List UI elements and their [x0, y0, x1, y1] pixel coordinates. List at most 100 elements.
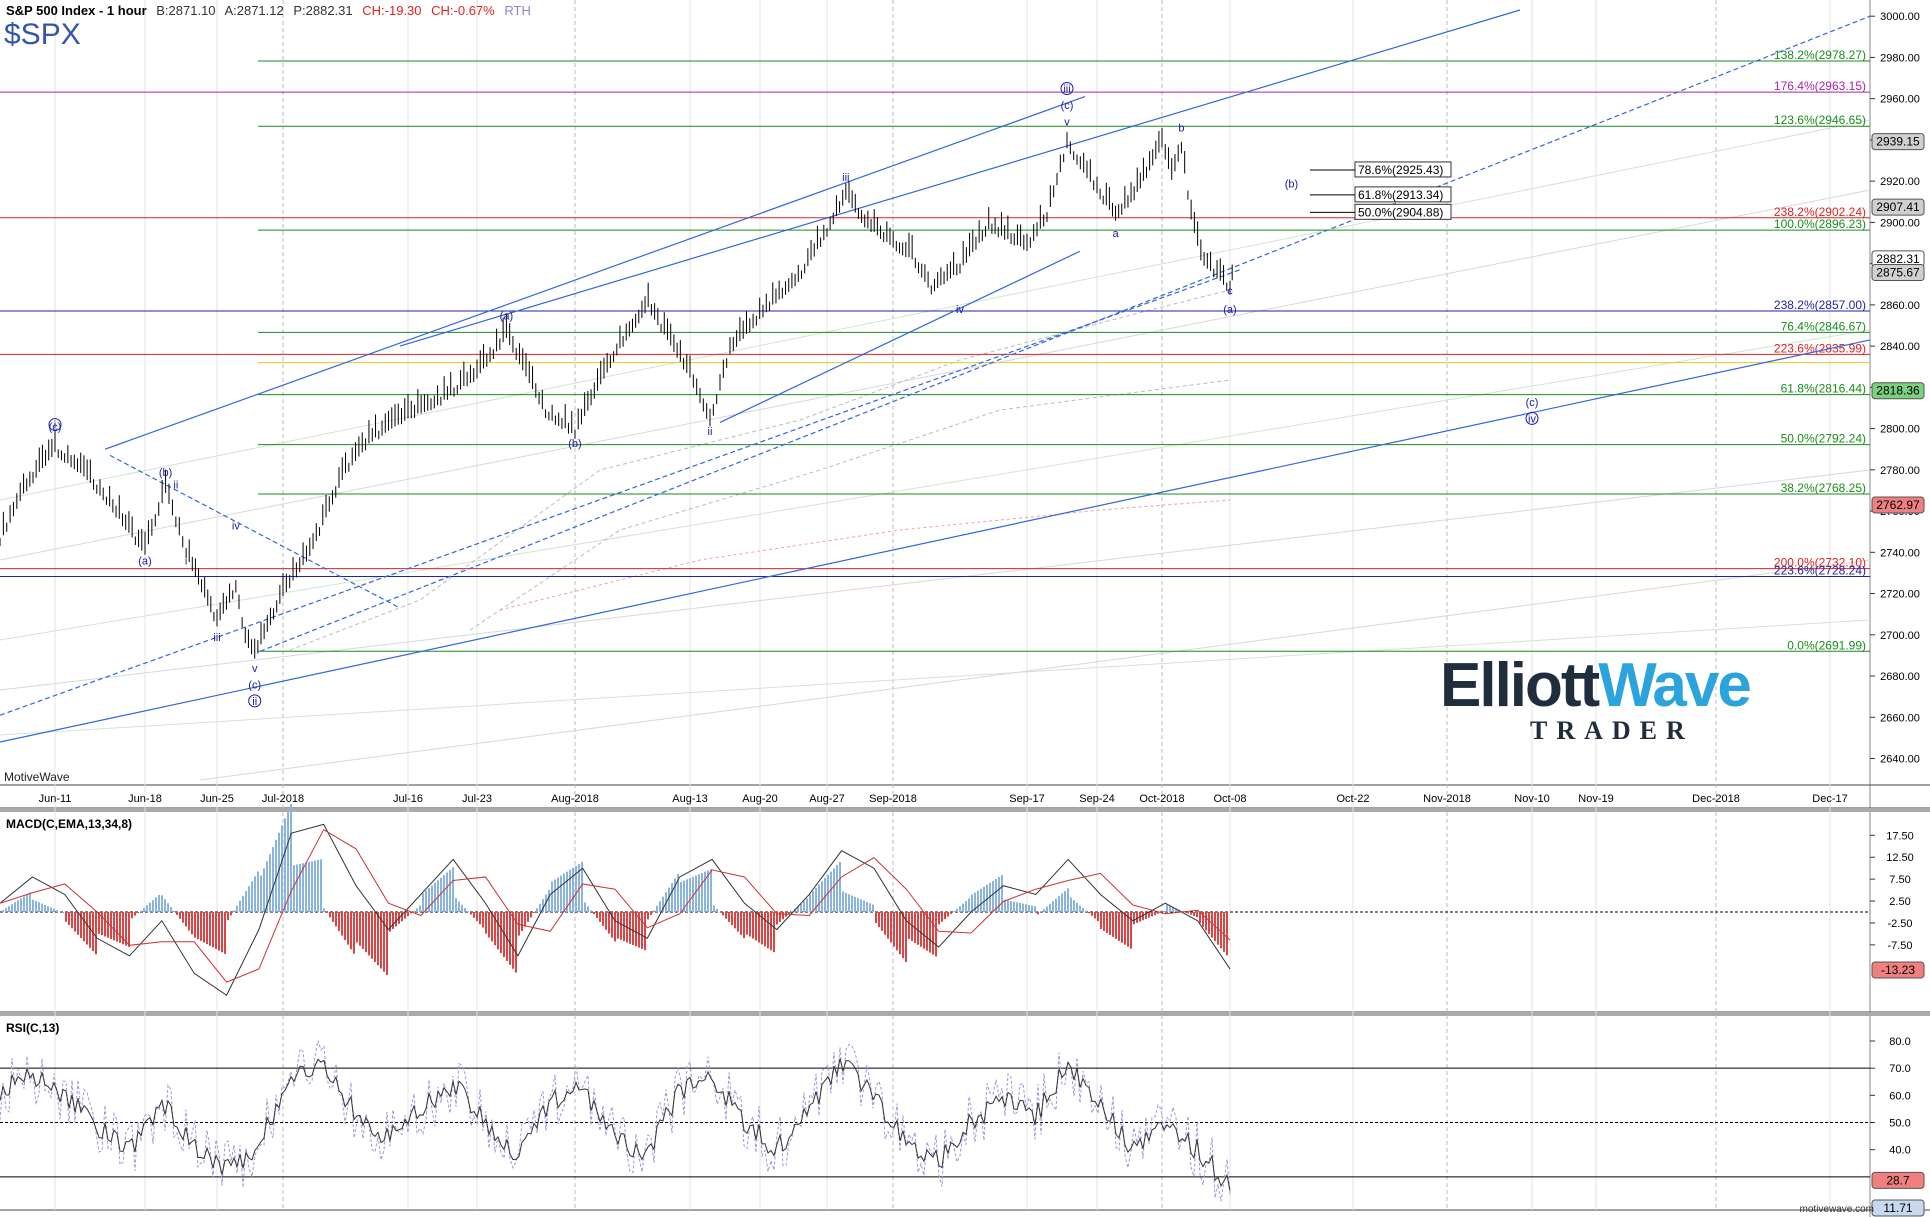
price-tag-label: 2939.15: [1876, 135, 1920, 149]
wave-label: (c): [1526, 397, 1539, 409]
rsi-title: RSI(C,13): [6, 1021, 59, 1035]
background-ray: [199, 559, 1871, 781]
site-credit: motivewave.com: [1799, 1204, 1874, 1215]
moving-average-3: [499, 499, 1231, 611]
background-ray: [0, 329, 1871, 641]
wave-label: v: [252, 663, 258, 675]
wave-label: iv: [956, 304, 964, 316]
x-tick-label: Jun-25: [200, 793, 234, 805]
wave-label: (b): [1285, 178, 1298, 190]
fib-level-label: 238.2%(2857.00): [1774, 298, 1866, 312]
macd-y-tick-label: -7.50: [1887, 940, 1912, 952]
x-tick-label: Nov-10: [1514, 793, 1549, 805]
x-tick-label: Dec-17: [1812, 793, 1847, 805]
moving-average-1: [289, 289, 1231, 651]
wave-label: ii: [173, 479, 178, 491]
y-tick-label: 3000.00: [1880, 11, 1920, 23]
bid-value: B:2871.10: [156, 3, 216, 18]
wave-label: iv: [1528, 413, 1536, 425]
price-tag-label: 2907.41: [1876, 200, 1920, 214]
trendline-resistance: [109, 454, 401, 609]
x-tick-label: Dec-2018: [1692, 793, 1740, 805]
channel-upper-1: [104, 96, 1086, 450]
channel-dashed-1: [259, 15, 1871, 652]
wave-label: (b): [159, 467, 172, 479]
retracement-box: [1354, 203, 1452, 220]
wave-label: i: [54, 420, 56, 432]
fib-level-label: 176.4%(2963.15): [1774, 79, 1866, 93]
wave-label: (c): [49, 422, 62, 434]
ask-value: A:2871.12: [224, 3, 284, 18]
retracement-label: 61.8%(2913.34): [1358, 188, 1443, 202]
wave-label: a: [1113, 228, 1120, 240]
background-ray: [0, 119, 1871, 501]
fib-level-label: 223.6%(2728.24): [1774, 564, 1866, 578]
background-ray: [0, 469, 1871, 691]
wave-label: (c): [1061, 100, 1074, 112]
wave-label: b: [1178, 123, 1184, 135]
retracement-label: 78.6%(2925.43): [1358, 163, 1443, 177]
macd-y-tick-label: 2.50: [1889, 896, 1910, 908]
price-tag-label: 2762.97: [1876, 498, 1920, 512]
wave-label: ii: [708, 426, 713, 438]
chart-title: S&P 500 Index - 1 hour: [6, 3, 147, 18]
x-tick-label: Aug-27: [809, 793, 844, 805]
x-tick-label: Jun-18: [128, 793, 162, 805]
x-tick-label: Jul-23: [462, 793, 492, 805]
y-tick-label: 2780.00: [1880, 465, 1920, 477]
x-tick-label: Oct-2018: [1139, 793, 1184, 805]
wave-label-circle: [248, 694, 262, 708]
wave-label: (b): [568, 438, 581, 450]
wave-label: ii: [252, 696, 257, 708]
macd-line: [0, 823, 1231, 996]
y-tick-label: 2960.00: [1880, 94, 1920, 106]
x-tick-label: Jul-16: [393, 793, 423, 805]
macd-y-tick-label: 7.50: [1889, 874, 1910, 886]
y-tick-label: 2800.00: [1880, 424, 1920, 436]
wave-label: (c): [248, 679, 261, 691]
change-value: CH:-19.30: [362, 3, 422, 18]
channel-lower: [0, 339, 1871, 743]
rsi-min-tag: [1871, 1199, 1925, 1217]
rsi-y-tick-label: 50.0: [1889, 1118, 1910, 1130]
x-tick-label: Sep-24: [1079, 793, 1114, 805]
panel-gap-macd: [0, 808, 1930, 812]
y-tick-label: 2840.00: [1880, 341, 1920, 353]
y-tick-label: 2900.00: [1880, 217, 1920, 229]
retracement-box: [1354, 161, 1452, 178]
fib-level-label: 138.2%(2978.27): [1774, 48, 1866, 62]
channel-upper-2: [399, 9, 1521, 347]
macd-y-tick-label: 12.50: [1886, 852, 1914, 864]
y-tick-label: 2860.00: [1880, 300, 1920, 312]
retracement-box: [1354, 186, 1452, 203]
wave-label: c: [1227, 286, 1233, 298]
macd-signal-line: [0, 828, 1231, 983]
y-tick-label: 2980.00: [1880, 52, 1920, 64]
rsi-last-value: 28.7: [1886, 1173, 1910, 1187]
price-value: P:2882.31: [293, 3, 353, 18]
fib-level-label: 50.0%(2792.24): [1781, 432, 1866, 446]
elliott-wave-trader-logo: ElliottWave TRADER: [1440, 650, 1752, 750]
macd-histogram: [2, 804, 1228, 975]
x-tick-label: Sep-2018: [869, 793, 917, 805]
motivewave-watermark: MotiveWave: [4, 770, 70, 784]
wave-label-circle: [1060, 81, 1074, 95]
rsi-last-tag: [1871, 1171, 1925, 1189]
change-pct-value: CH:-0.67%: [431, 3, 495, 18]
y-tick-label: 2700.00: [1880, 630, 1920, 642]
y-tick-label: 2740.00: [1880, 547, 1920, 559]
fib-level-label: 100.0%(2896.23): [1774, 217, 1866, 231]
fib-level-label: 61.8%(2816.44): [1781, 382, 1866, 396]
background-ray: [0, 189, 1871, 561]
rsi-y-tick-label: 80.0: [1889, 1036, 1910, 1048]
channel-dashed-2: [0, 269, 1241, 716]
rsi-y-tick-label: 70.0: [1889, 1063, 1910, 1075]
price-bars: [0, 127, 1233, 659]
x-tick-label: Aug-20: [742, 793, 777, 805]
price-tag: [1871, 133, 1925, 151]
x-tick-label: Aug-2018: [551, 793, 599, 805]
price-tag: [1871, 496, 1925, 514]
x-tick-label: Jun-11: [39, 793, 72, 805]
price-tag-label: 2875.67: [1876, 266, 1920, 280]
